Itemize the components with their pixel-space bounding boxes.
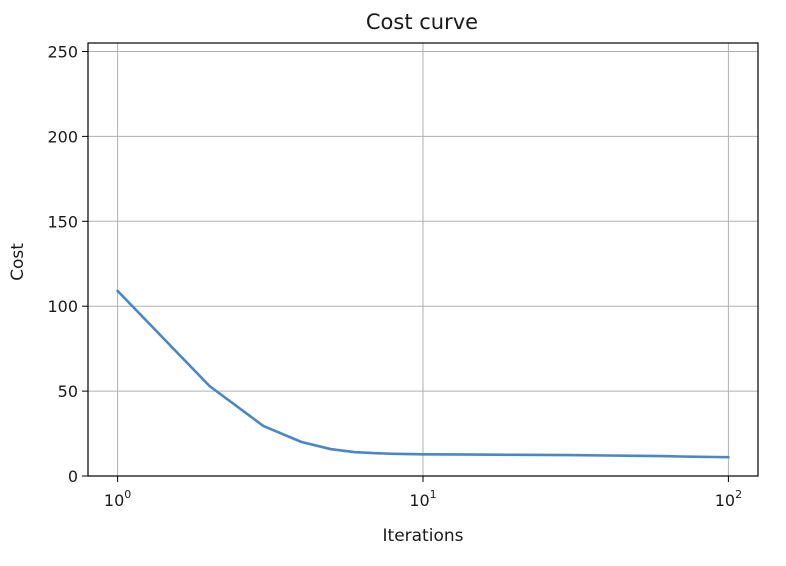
x-axis-ticks: 100 101 102 (104, 476, 742, 510)
grid (88, 43, 758, 477)
y-axis-label: Cost (8, 243, 28, 281)
x-tick-label: 101 (409, 488, 436, 510)
y-axis-ticks: 0 50 100 150 200 250 (47, 42, 88, 486)
y-tick-label: 100 (47, 297, 78, 316)
chart-title: Cost curve (366, 10, 478, 34)
x-axis-label: Iterations (383, 526, 464, 546)
y-tick-label: 150 (47, 212, 78, 231)
series-layer (116, 289, 730, 459)
y-tick-label: 0 (68, 467, 78, 486)
x-tick-label: 100 (104, 488, 131, 510)
cost-series-line (116, 289, 730, 459)
y-tick-label: 250 (47, 42, 78, 61)
y-tick-label: 200 (47, 127, 78, 146)
y-tick-label: 50 (58, 382, 78, 401)
x-tick-label: 102 (715, 488, 742, 510)
